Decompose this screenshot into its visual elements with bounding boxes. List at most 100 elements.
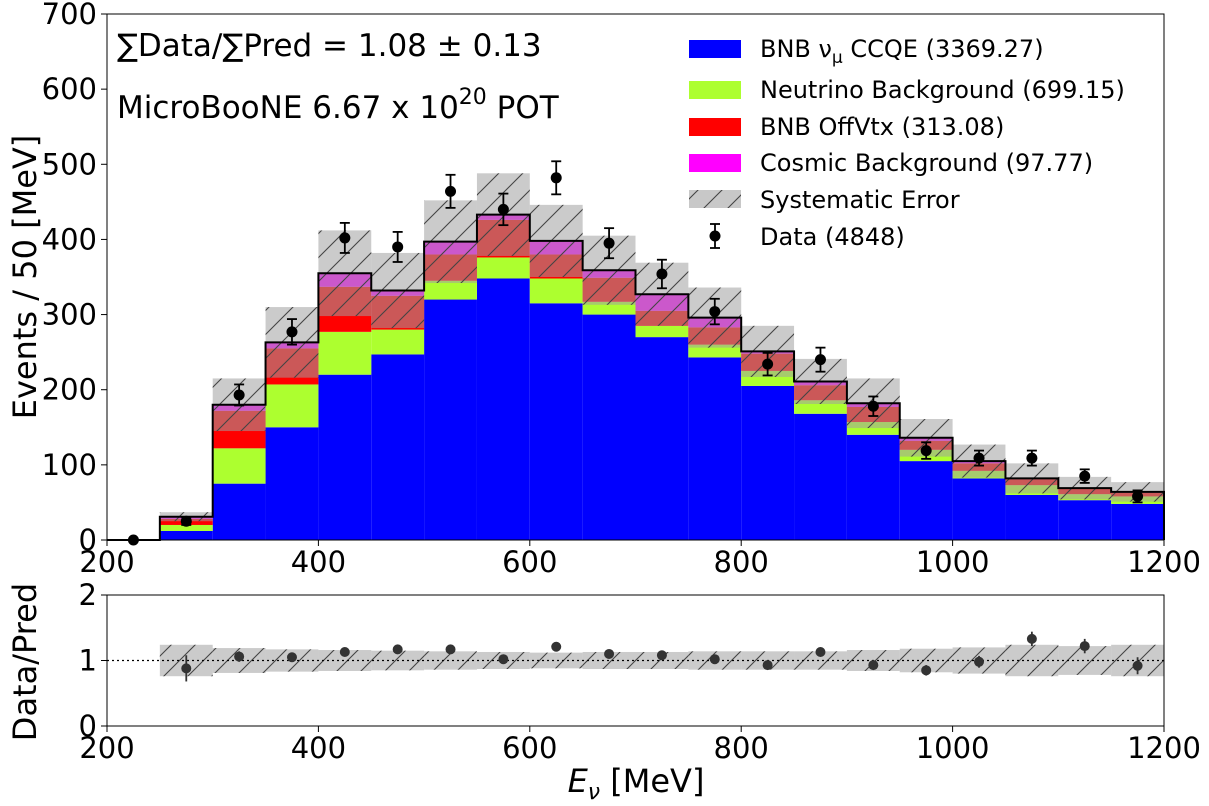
ratio-x-tick-label-200: 200 [79, 731, 134, 765]
main-y-tick-label-400: 400 [42, 222, 97, 256]
legend-label-syst: Systematic Error [760, 186, 960, 214]
ratio-hatch-bin-8 [582, 651, 636, 670]
legend-marker-data [709, 230, 721, 242]
ratio-point-4 [392, 644, 403, 655]
legend-label-neutrino-bkg: Neutrino Background (699.15) [760, 76, 1125, 104]
bar-bnb-ccqe-bin-3 [265, 427, 319, 540]
ratio-hatch-bin-9 [635, 651, 689, 670]
main-y-axis-label: Events / 50 [MeV] [6, 135, 44, 420]
main-y-tick-label-200: 200 [42, 373, 97, 407]
ratio-y-tick-label-1: 1 [79, 644, 97, 678]
pot-annotation: MicroBooNE 6.67 x 1020 POT [117, 85, 560, 126]
data-point-16 [973, 452, 985, 464]
ratio-hatch-bin-16 [1005, 644, 1059, 677]
bar-bnb-ccqe-bin-9 [582, 314, 636, 540]
main-y-tick-label-700: 700 [42, 0, 97, 31]
ratio-point-12 [815, 646, 826, 657]
legend-label-cosmic: Cosmic Background (97.77) [760, 149, 1093, 177]
ratio-y-tick-label-0: 0 [79, 709, 97, 743]
ratio-point-6 [498, 654, 509, 665]
bar-bnb-ccqe-bin-13 [794, 413, 847, 540]
data-points-layer [127, 160, 1144, 546]
bar-bnb-ccqe-bin-10 [635, 337, 689, 540]
ratio-point-18 [1132, 660, 1143, 671]
prediction-outline [107, 213, 1165, 541]
ratio-point-10 [709, 654, 720, 665]
ratio-x-tick-label-1200: 1200 [1127, 731, 1201, 765]
ratio-point-17 [1079, 641, 1090, 652]
data-point-19 [1132, 490, 1144, 502]
ratio-hatch-bin-5 [424, 651, 477, 670]
bar-bnb-ccqe-bin-14 [846, 434, 900, 540]
ratio-axis-ticks: 200 400 600 800 1000 1200 0 1 2 [79, 578, 1201, 765]
main-y-tick-label-300: 300 [42, 298, 97, 332]
ratio-y-axis-label: Data/Pred [6, 583, 44, 741]
ratio-points-layer [181, 631, 1143, 682]
main-plot-frame [106, 13, 1165, 541]
data-point-11 [709, 306, 721, 318]
legend-label-data: Data (4848) [760, 223, 905, 251]
main-axis-ticks: 200 400 600 800 1000 1200 0 100 200 300 400 500 600 7… [42, 0, 1201, 579]
data-point-7 [497, 203, 509, 215]
legend-label-offvtx: BNB OffVtx (313.08) [760, 113, 1004, 141]
ratio-point-0 [181, 663, 192, 674]
data-point-4 [339, 232, 351, 244]
bar-bnb-ccqe-bin-17 [1005, 494, 1059, 540]
bar-bnb-ccqe-bin-16 [952, 478, 1006, 540]
ratio-point-7 [551, 641, 562, 652]
bar-neutrino-background-bin-4 [318, 331, 372, 375]
ratio-point-13 [868, 660, 879, 671]
ratio-point-15 [974, 656, 985, 667]
ratio-y-tick-label-2: 2 [79, 578, 97, 612]
bar-bnb-ccqe-bin-12 [741, 385, 795, 540]
bar-neutrino-background-bin-1 [159, 524, 213, 531]
ratio-point-9 [656, 650, 667, 661]
data-point-8 [550, 172, 562, 184]
main-x-tick-label-800: 800 [714, 545, 769, 579]
bar-neutrino-background-bin-9 [582, 301, 636, 315]
bar-bnb-ccqe-bin-19 [1111, 503, 1164, 540]
ratio-hatch-bin-14 [899, 648, 953, 673]
ratio-hatch-bin-12 [794, 651, 847, 670]
legend-label-ccqe: BNB νμ CCQE (3369.27) [760, 35, 1044, 68]
bar-bnb-ccqe-bin-15 [899, 461, 953, 540]
ratio-hatch-bin-3 [318, 650, 372, 671]
bar-neutrino-background-bin-8 [529, 278, 583, 304]
data-point-12 [762, 358, 774, 370]
data-point-18 [1079, 470, 1091, 482]
ratio-point-8 [604, 648, 615, 659]
main-x-tick-label-400: 400 [291, 545, 346, 579]
ratio-point-3 [339, 646, 350, 657]
legend-swatch-syst-hatch [689, 190, 741, 208]
bar-neutrino-background-bin-7 [476, 257, 530, 279]
data-point-14 [867, 400, 879, 412]
legend-swatch-ccqe [689, 40, 741, 58]
bar-neutrino-background-bin-11 [688, 344, 742, 358]
data-point-1 [180, 515, 192, 527]
ratio-point-2 [286, 652, 297, 663]
legend: BNB νμ CCQE (3369.27) Neutrino Backgroun… [689, 35, 1125, 251]
data-point-17 [1026, 452, 1038, 464]
main-x-tick-label-1000: 1000 [916, 545, 990, 579]
main-y-tick-label-0: 0 [79, 523, 97, 557]
ratio-point-14 [921, 665, 932, 676]
bar-bnb-ccqe-bin-1 [159, 530, 213, 540]
data-point-9 [603, 237, 615, 249]
bar-neutrino-background-bin-6 [424, 280, 477, 300]
data-point-13 [814, 354, 826, 366]
legend-swatch-neutrino-bkg [689, 81, 741, 99]
main-y-tick-label-500: 500 [42, 147, 97, 181]
data-point-10 [656, 268, 668, 280]
main-x-tick-label-600: 600 [502, 545, 557, 579]
data-point-5 [392, 241, 404, 253]
ratio-point-5 [445, 644, 456, 655]
bar-neutrino-background-bin-10 [635, 325, 689, 338]
main-x-tick-label-200: 200 [79, 545, 134, 579]
x-axis-label: Eν [MeV] [568, 762, 705, 805]
bar-bnb-ccqe-bin-5 [371, 354, 425, 540]
main-y-tick-label-600: 600 [42, 72, 97, 106]
bar-bnb-ccqe-bin-7 [476, 278, 530, 540]
ratio-x-tick-label-600: 600 [502, 731, 557, 765]
ratio-x-tick-label-800: 800 [714, 731, 769, 765]
bar-bnb-ccqe-bin-4 [318, 374, 372, 540]
